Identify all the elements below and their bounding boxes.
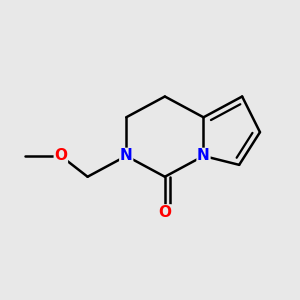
Text: N: N bbox=[197, 148, 210, 164]
Text: O: O bbox=[158, 205, 171, 220]
Text: N: N bbox=[120, 148, 133, 164]
Text: O: O bbox=[54, 148, 67, 164]
